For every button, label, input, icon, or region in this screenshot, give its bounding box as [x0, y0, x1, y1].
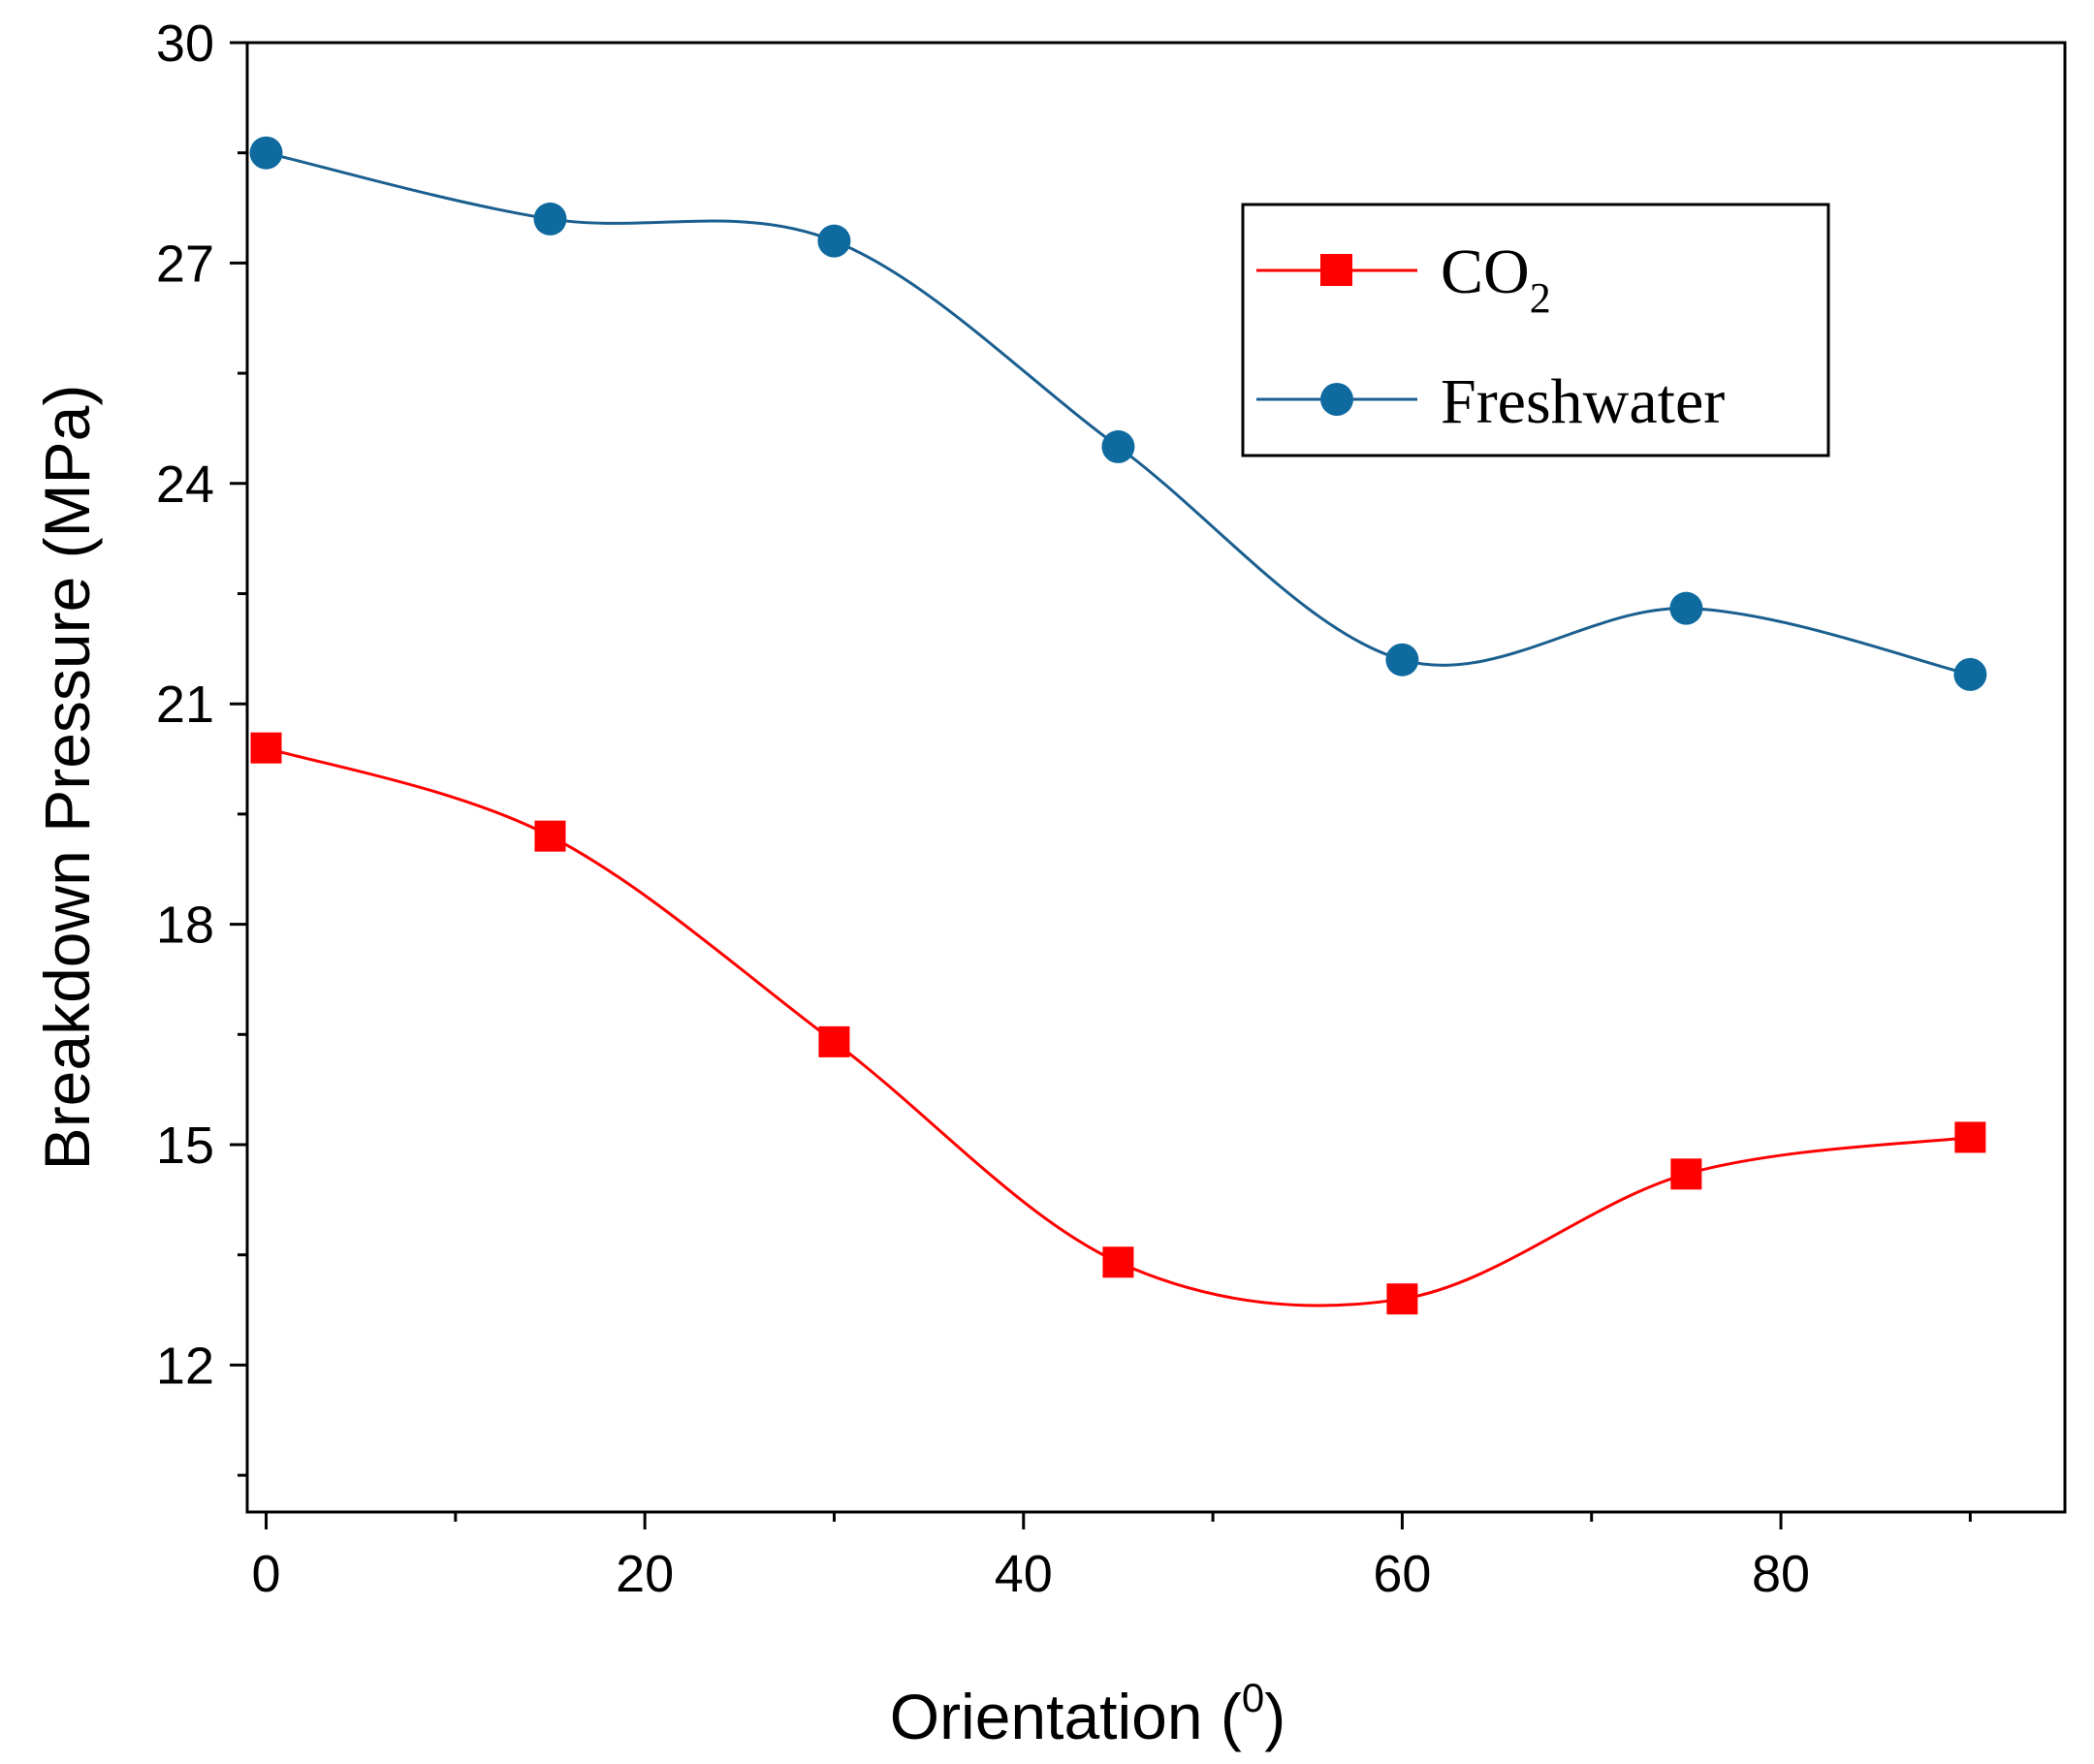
y-tick-label: 18	[156, 897, 214, 955]
series-markers	[249, 136, 1987, 1315]
y-tick-label: 30	[156, 15, 214, 73]
x-tick-label: 80	[1752, 1545, 1810, 1603]
legend-label-co2: CO2	[1441, 236, 1551, 322]
data-point-freshwater	[1101, 429, 1135, 463]
x-tick-label: 0	[252, 1545, 281, 1603]
y-axis-title: Breakdown Pressure (MPa)	[31, 385, 103, 1171]
legend-marker-freshwater	[1320, 383, 1353, 416]
x-axis: 0 20 40 60 80	[252, 1512, 1972, 1603]
data-point-co2	[1386, 1283, 1418, 1315]
data-point-co2	[1102, 1246, 1134, 1278]
legend-label-co2-main: CO	[1441, 236, 1530, 307]
data-point-freshwater	[533, 202, 567, 236]
y-tick-label: 21	[156, 676, 214, 734]
y-tick-label: 24	[156, 456, 214, 514]
y-tick-label: 15	[156, 1117, 214, 1175]
data-point-co2	[818, 1025, 850, 1057]
y-tick-label: 27	[156, 235, 214, 293]
data-point-freshwater	[1953, 657, 1987, 691]
y-axis: 12 15 18 21 24 27 30	[156, 15, 247, 1477]
plot-frame	[245, 41, 2067, 1514]
series-line-co2	[266, 746, 1971, 1307]
x-axis-title: Orientation (0)	[890, 1675, 1286, 1752]
x-axis-title-close: )	[1264, 1681, 1285, 1752]
data-point-co2	[250, 732, 282, 764]
data-point-freshwater	[1669, 591, 1703, 625]
data-point-freshwater	[1385, 643, 1419, 677]
legend: CO2 Freshwater	[1241, 203, 1830, 457]
legend-label-freshwater: Freshwater	[1441, 366, 1725, 437]
data-point-freshwater	[817, 224, 851, 258]
legend-label-co2-sub: 2	[1530, 274, 1551, 322]
data-point-freshwater	[249, 136, 283, 170]
x-tick-label: 40	[995, 1545, 1053, 1603]
x-axis-title-main: Orientation (	[890, 1681, 1242, 1752]
legend-marker-co2	[1320, 254, 1352, 286]
x-tick-label: 20	[616, 1545, 674, 1603]
x-tick-label: 60	[1373, 1545, 1431, 1603]
data-point-co2	[1954, 1121, 1986, 1153]
data-point-co2	[534, 820, 566, 852]
y-tick-label: 12	[156, 1337, 214, 1395]
data-point-co2	[1670, 1158, 1702, 1190]
x-axis-title-sup: 0	[1242, 1675, 1264, 1720]
